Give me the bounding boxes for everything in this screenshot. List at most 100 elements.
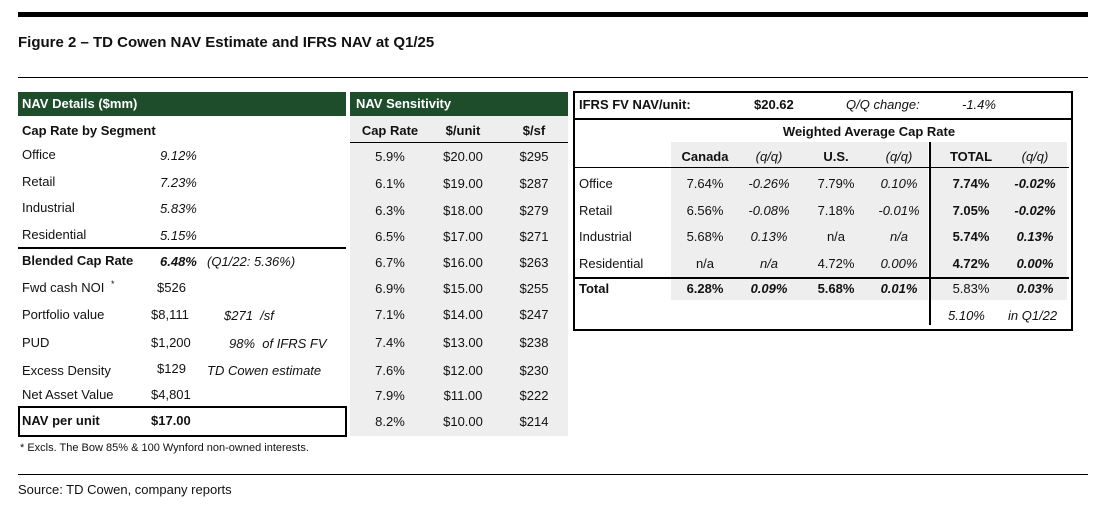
ifrs-col-header: (q/q)	[1021, 149, 1049, 164]
qq-label: Q/Q change:	[846, 97, 920, 112]
ifrs-cell: 0.01%	[880, 281, 918, 296]
prior-cap-label: in Q1/22	[1008, 308, 1058, 323]
excess-density-value: $129	[157, 361, 186, 376]
ifrs-cell: 0.13%	[1016, 229, 1054, 244]
sensitivity-cell: $13.00	[443, 335, 483, 350]
ifrs-cell: -0.26%	[748, 176, 790, 191]
source-rule	[18, 474, 1088, 475]
ifrs-col-rule	[575, 167, 1069, 168]
ifrs-cell: 0.09%	[750, 281, 788, 296]
blended-cap-label: Blended Cap Rate	[22, 253, 134, 268]
ifrs-cell: 7.74%	[952, 176, 990, 191]
ifrs-cell: 5.83%	[952, 281, 990, 296]
fwd-noi-value: $526	[157, 280, 186, 295]
top-rule	[18, 12, 1088, 17]
ifrs-box	[573, 91, 1073, 331]
ifrs-cell: 4.72%	[952, 256, 990, 271]
ifrs-cell: 5.68%	[686, 229, 724, 244]
sensitivity-cell: 7.1%	[375, 307, 405, 322]
ifrs-col-header: U.S.	[823, 149, 849, 164]
blended-cap-note: (Q1/22: 5.36%)	[207, 254, 296, 269]
ifrs-cell: 7.79%	[817, 176, 855, 191]
ifrs-label: IFRS FV NAV/unit:	[579, 97, 691, 112]
sensitivity-cell: 5.9%	[375, 149, 405, 164]
ifrs-cell: 4.72%	[817, 256, 855, 271]
ifrs-shade-geo	[671, 142, 928, 300]
ifrs-cell: n/a	[759, 256, 779, 271]
sensitivity-cell: 7.6%	[375, 363, 405, 378]
sensitivity-cell: $255	[519, 281, 549, 296]
ifrs-col-header: (q/q)	[885, 149, 913, 164]
ifrs-value: $20.62	[754, 97, 794, 112]
sensitivity-cell: $16.00	[443, 255, 483, 270]
nav-per-unit-value: $17.00	[151, 413, 191, 428]
sensitivity-cell: $238	[519, 335, 549, 350]
sensitivity-shade	[350, 116, 568, 436]
segment-value: 9.12%	[160, 148, 197, 163]
sensitivity-cell: $15.00	[443, 281, 483, 296]
ifrs-cell: 5.74%	[952, 229, 990, 244]
segment-value: 7.23%	[160, 175, 197, 190]
sensitivity-cell: $11.00	[443, 388, 483, 403]
segment-label: Office	[22, 147, 56, 162]
sensitivity-col-header: $/unit	[445, 123, 481, 138]
ifrs-cell: 6.28%	[686, 281, 724, 296]
sensitivity-cell: $247	[519, 307, 549, 322]
sensitivity-cell: $230	[519, 363, 549, 378]
sensitivity-cell: 6.7%	[375, 255, 405, 270]
sensitivity-cell: 7.9%	[375, 388, 405, 403]
fwd-noi-label: Fwd cash NOI	[22, 280, 105, 295]
sensitivity-cell: $17.00	[443, 229, 483, 244]
net-asset-value-label: Net Asset Value	[22, 387, 114, 402]
footnote: * Excls. The Bow 85% & 100 Wynford non-o…	[20, 442, 309, 454]
ifrs-col-header: TOTAL	[949, 149, 993, 164]
ifrs-cell: n/a	[889, 229, 909, 244]
portfolio-note: $271 /sf	[224, 308, 274, 323]
fwd-noi-marker: *	[111, 279, 115, 289]
sensitivity-col-header: $/sf	[522, 123, 546, 138]
ifrs-cell: 0.03%	[1016, 281, 1054, 296]
sensitivity-cell: 6.9%	[375, 281, 405, 296]
ifrs-cell: 5.68%	[817, 281, 855, 296]
sensitivity-cell: $214	[519, 414, 549, 429]
ifrs-cell: n/a	[695, 256, 715, 271]
ifrs-cell: 7.05%	[952, 203, 990, 218]
pud-label: PUD	[22, 335, 50, 350]
sensitivity-cell: 6.3%	[375, 203, 405, 218]
sensitivity-header	[350, 92, 568, 116]
ifrs-row-label: Industrial	[579, 229, 632, 244]
sensitivity-cell: $20.00	[443, 149, 483, 164]
total-divider	[929, 142, 931, 325]
cap-rate-by-segment: Cap Rate by Segment	[22, 123, 156, 138]
ifrs-cell: 0.00%	[1016, 256, 1054, 271]
sensitivity-cell: $12.00	[443, 363, 483, 378]
portfolio-value: $8,111	[151, 307, 189, 322]
wacr-header: Weighted Average Cap Rate	[782, 124, 956, 139]
sensitivity-cell: 8.2%	[375, 414, 405, 429]
sensitivity-cell: $222	[519, 388, 549, 403]
prior-cap-value: 5.10%	[948, 308, 985, 323]
source-note: Source: TD Cowen, company reports	[18, 482, 232, 497]
segment-value: 5.15%	[160, 228, 197, 243]
qq-value: -1.4%	[962, 97, 996, 112]
ifrs-cell: -0.02%	[1014, 176, 1056, 191]
title-rule	[18, 77, 1088, 78]
sensitivity-header-rule	[350, 142, 568, 143]
sensitivity-cell: $287	[519, 176, 549, 191]
sensitivity-cell: $295	[519, 149, 549, 164]
sensitivity-col-header: Cap Rate	[361, 123, 419, 138]
pud-note: 98% of IFRS FV	[229, 336, 327, 351]
ifrs-cell: 0.10%	[880, 176, 918, 191]
pud-value: $1,200	[151, 335, 191, 350]
ifrs-cell: 7.64%	[686, 176, 724, 191]
ifrs-header-rule	[575, 118, 1071, 120]
ifrs-cell: 7.18%	[817, 203, 855, 218]
total-row-rule	[575, 277, 1069, 279]
sensitivity-cell: 7.4%	[375, 335, 405, 350]
ifrs-row-label: Retail	[579, 203, 613, 218]
segment-divider	[18, 247, 346, 249]
sensitivity-cell: $279	[519, 203, 549, 218]
ifrs-row-label: Residential	[579, 256, 644, 271]
ifrs-col-header: (q/q)	[755, 149, 783, 164]
nav-details-title: NAV Details ($mm)	[22, 96, 138, 111]
